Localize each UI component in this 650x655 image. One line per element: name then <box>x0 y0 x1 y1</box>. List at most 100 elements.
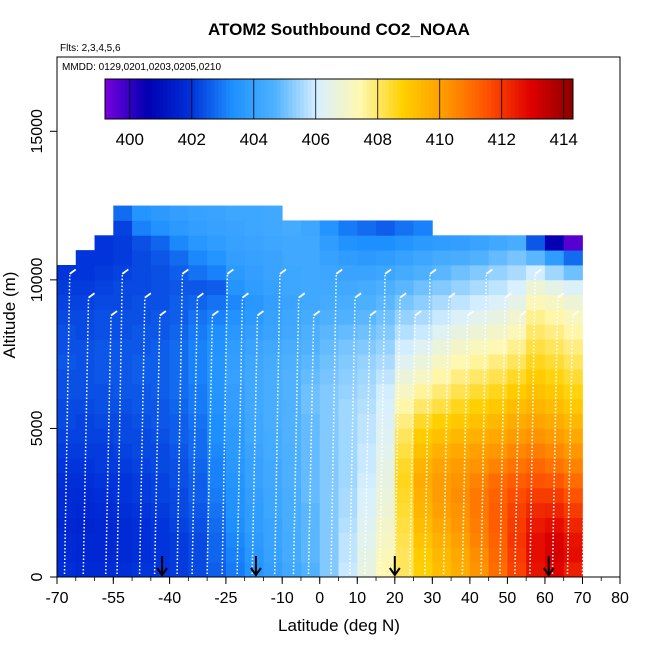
heatmap-cell <box>544 413 565 429</box>
heatmap-cell <box>94 502 114 518</box>
heatmap-cell <box>563 443 583 459</box>
heatmap-cell <box>263 532 283 548</box>
colorbar-segment <box>440 79 445 119</box>
heatmap-cell <box>113 502 133 518</box>
heatmap-cell <box>451 398 471 414</box>
heatmap-cell <box>300 279 321 296</box>
heatmap-cell <box>394 235 414 251</box>
heatmap-cell <box>282 324 302 340</box>
heatmap-cell <box>282 250 302 266</box>
colorbar-segment <box>342 79 348 119</box>
heatmap-cell <box>132 398 152 414</box>
heatmap-cell <box>150 562 170 578</box>
heatmap-cell <box>75 487 95 504</box>
heatmap-cell <box>94 309 114 325</box>
colorbar-segment <box>284 79 289 119</box>
colorbar-segment <box>549 79 554 119</box>
colorbar-segment <box>132 79 137 119</box>
heatmap-cell <box>225 413 246 429</box>
heatmap-cell <box>376 294 396 310</box>
heatmap-cell <box>132 339 152 355</box>
colorbar-segment <box>202 79 207 119</box>
heatmap-cell <box>207 279 227 296</box>
heatmap-cell <box>357 398 377 414</box>
heatmap-cell <box>150 250 170 266</box>
y-axis: 0 5000 10000 15000 <box>29 109 57 581</box>
heatmap-cell <box>188 458 208 474</box>
heatmap-cell <box>75 517 95 533</box>
heatmap-cell <box>526 532 546 548</box>
heatmap-cell <box>150 235 170 251</box>
heatmap-cell <box>113 458 133 474</box>
heatmap-cell <box>169 250 189 266</box>
heatmap-cell <box>94 383 114 400</box>
heatmap-cell <box>263 413 283 429</box>
heatmap-cell <box>526 235 546 251</box>
heatmap-cell <box>451 547 471 563</box>
colorbar-segment <box>171 79 176 119</box>
flight-profile-line <box>566 315 574 575</box>
flight-arrow <box>250 556 262 577</box>
colorbar-segment <box>366 79 371 119</box>
heatmap-cell <box>507 517 527 533</box>
colorbar-segment <box>374 79 379 119</box>
heatmap-cell <box>263 443 283 459</box>
heatmap-cell <box>376 428 396 444</box>
heatmap-cell <box>244 487 264 504</box>
heatmap-cell <box>282 265 302 281</box>
heatmap-cell <box>207 473 227 489</box>
heatmap-cell <box>338 517 358 533</box>
heatmap-cell <box>544 369 565 385</box>
heatmap-cell <box>263 354 283 370</box>
heatmap-cell <box>57 502 77 518</box>
heatmap-cell <box>357 547 377 563</box>
heatmap-cell <box>188 428 208 444</box>
heatmap-cell <box>188 532 208 548</box>
colorbar-segment <box>327 79 332 119</box>
heatmap-cell <box>150 413 170 429</box>
heatmap-cell <box>357 369 377 385</box>
heatmap-cell <box>75 369 95 385</box>
heatmap-cell <box>526 562 546 578</box>
heatmap-cell <box>300 517 321 533</box>
colorbar-segment <box>448 79 453 119</box>
heatmap-cell <box>244 547 264 563</box>
heatmap-cell <box>207 428 227 444</box>
heatmap-cell <box>563 339 583 355</box>
colorbar-segment <box>311 79 316 119</box>
heatmap-cell <box>282 369 302 385</box>
heatmap-cell <box>544 473 565 489</box>
heatmap-cell <box>394 354 414 370</box>
heatmap-cell <box>207 265 227 281</box>
flight-profile-line <box>191 297 199 575</box>
heatmap-cell <box>244 458 264 474</box>
colorbar-segment <box>307 79 313 119</box>
colorbar-segment <box>237 79 242 119</box>
heatmap-cell <box>469 547 490 563</box>
heatmap-cell <box>413 413 433 429</box>
colorbar-segment <box>249 79 254 119</box>
heatmap-cell <box>376 383 396 400</box>
heatmap-cell <box>413 339 433 355</box>
heatmap-cell <box>169 369 189 385</box>
heatmap-cell <box>300 250 321 266</box>
colorbar-segment <box>409 79 414 119</box>
heatmap-cell <box>113 369 133 385</box>
flight-level-segment <box>587 268 595 275</box>
heatmap-cell <box>94 398 114 414</box>
heatmap-cell <box>94 279 114 296</box>
heatmap-cell <box>188 279 208 296</box>
flight-level-segment <box>279 268 287 275</box>
colorbar-segment <box>495 79 500 119</box>
heatmap-cell <box>207 220 227 236</box>
heatmap-cell <box>338 250 358 266</box>
colorbar-segment <box>108 79 114 119</box>
heatmap-cell <box>169 532 189 548</box>
heatmap-cell <box>225 487 246 504</box>
heatmap-cell <box>282 279 302 296</box>
heatmap-cell <box>282 339 302 355</box>
flight-level-segment <box>384 268 392 275</box>
heatmap-cell <box>526 250 546 266</box>
heatmap-cell <box>338 443 358 459</box>
colorbar-segment <box>401 79 406 119</box>
